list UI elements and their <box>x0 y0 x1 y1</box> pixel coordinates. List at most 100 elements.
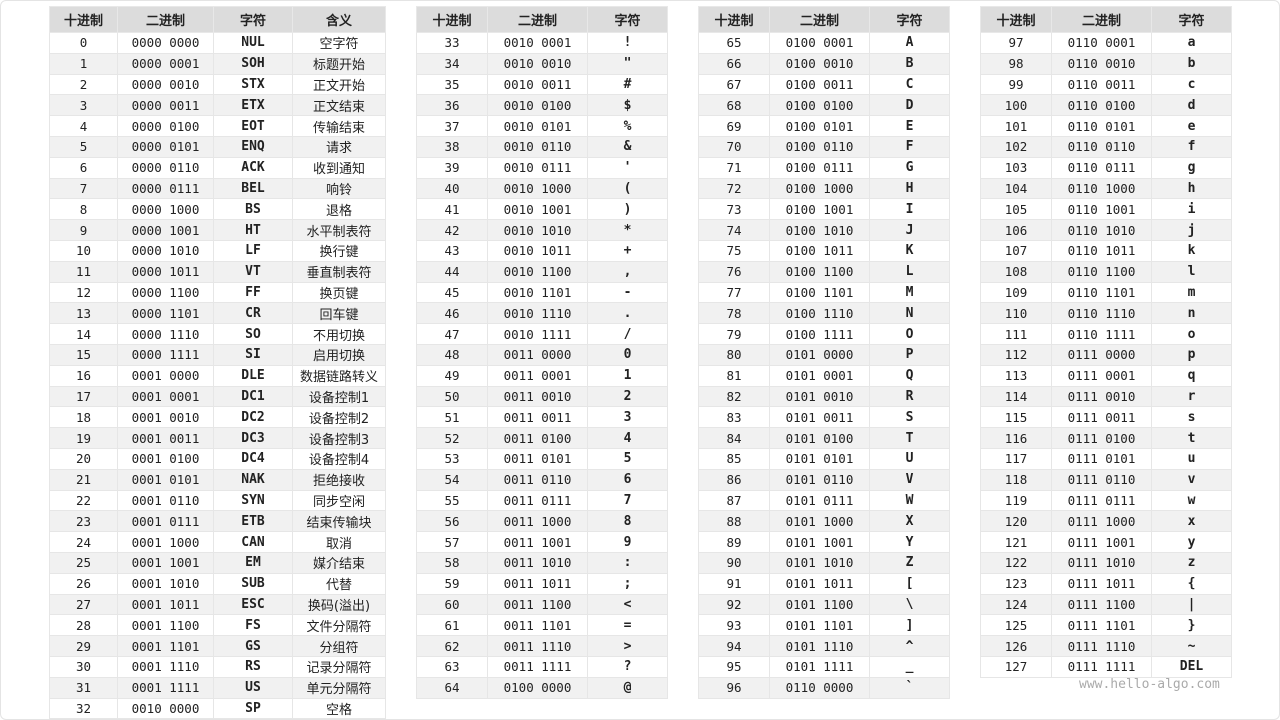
table-cell: 20 <box>49 447 118 470</box>
table-cell: 50 <box>416 385 488 408</box>
table-cell: 26 <box>49 572 118 595</box>
table-cell: ESC <box>213 593 293 616</box>
table-row: 40 0010 1000( <box>416 177 668 200</box>
table-cell: 0000 0000 <box>117 32 214 54</box>
table-row: 31 0001 1111 US 单元分隔符 <box>49 676 386 699</box>
table-row: 98 0110 0010 b <box>980 52 1232 75</box>
table-row: 33 0010 0001! <box>416 32 668 54</box>
table-row: 84 0101 0100 T <box>698 427 950 449</box>
table-cell: b <box>1151 52 1232 75</box>
table-cell: SP <box>213 697 293 719</box>
table-cell: SUB <box>213 572 293 595</box>
table-cell: P <box>869 343 950 366</box>
table-row: 54 0011 0110 6 <box>416 468 668 491</box>
table-cell: # <box>587 73 668 96</box>
table-row: 70 0100 0110 F <box>698 135 950 158</box>
table-row: 122 0111 1010 z <box>980 551 1232 574</box>
table-cell: 0110 0010 <box>1051 52 1152 75</box>
table-cell: DC2 <box>213 406 293 429</box>
table-cell: 记录分隔符 <box>292 655 386 678</box>
table-cell: 0010 0000 <box>117 697 214 719</box>
table-row: 51 0011 0011 3 <box>416 406 668 429</box>
table-cell: 设备控制2 <box>292 406 386 429</box>
table-cell: 30 <box>49 655 118 678</box>
table-cell: 0100 1000 <box>769 177 870 200</box>
table-row: 37 0010 0101% <box>416 115 668 137</box>
table-row: 2 0000 0010 STX 正文开始 <box>49 73 386 96</box>
table-cell: 0010 1011 <box>487 239 588 262</box>
table-row: 26 0001 1010 SUB 代替 <box>49 572 386 595</box>
table-row: 97 0110 0001 a <box>980 32 1232 54</box>
table-cell: 0101 0010 <box>769 385 870 408</box>
table-head: 十进制 二进制 字符 <box>980 6 1232 33</box>
table-cell: g <box>1151 156 1232 179</box>
table-cell: 80 <box>698 343 770 366</box>
table-cell: 105 <box>980 198 1052 221</box>
table-cell: 0001 0100 <box>117 447 214 470</box>
table-cell: 44 <box>416 260 488 283</box>
table-cell: ETB <box>213 510 293 533</box>
table-cell: 48 <box>416 343 488 366</box>
table-row: 34 0010 0010 " <box>416 52 668 75</box>
table-cell: % <box>587 115 668 137</box>
ascii-table: 十进制 二进制 字符 33 0010 0001! 34 0010 0010 " 35 0010 0… <box>416 6 668 699</box>
table-cell: 0001 0110 <box>117 489 214 512</box>
table-cell: 33 <box>416 32 488 54</box>
table-cell: 0000 0101 <box>117 135 214 158</box>
table-cell: 19 <box>49 427 118 449</box>
table-cell: 0010 1111 <box>487 323 588 345</box>
table-cell: } <box>1151 614 1232 637</box>
table-cell: l <box>1151 260 1232 283</box>
table-cell: 103 <box>980 156 1052 179</box>
table-cell: A <box>869 32 950 54</box>
table-row: 104 0110 1000 h <box>980 177 1232 200</box>
table-row: 78 0100 1110 N <box>698 302 950 325</box>
table-cell: 0110 1000 <box>1051 177 1152 200</box>
table-cell: t <box>1151 427 1232 449</box>
column-header: 十进制 <box>416 6 488 33</box>
table-row: 101 0110 0101 e <box>980 115 1232 137</box>
table-cell: 0010 0100 <box>487 94 588 117</box>
table-row: 88 0101 1000 X <box>698 510 950 533</box>
table-cell: 99 <box>980 73 1052 96</box>
table-row: 72 0100 1000 H <box>698 177 950 200</box>
table-cell: 21 <box>49 468 118 491</box>
table-cell: X <box>869 510 950 533</box>
table-row: 121 0111 1001 y <box>980 531 1232 553</box>
table-row: 32 0010 0000 SP 空格 <box>49 697 386 719</box>
table-row: 27 0001 1011 ESC 换码(溢出) <box>49 593 386 616</box>
table-cell: T <box>869 427 950 449</box>
table-cell: 分组符 <box>292 635 386 657</box>
table-row: 39 0010 0111 ' <box>416 156 668 179</box>
table-cell: B <box>869 52 950 75</box>
table-row: 69 0100 0101 E <box>698 115 950 137</box>
table-cell: ? <box>587 655 668 678</box>
table-cell: 0111 0100 <box>1051 427 1152 449</box>
table-cell: 14 <box>49 323 118 345</box>
table-cell: 28 <box>49 614 118 637</box>
table-cell: [ <box>869 572 950 595</box>
table-row: 28 0001 1100 FS 文件分隔符 <box>49 614 386 637</box>
table-cell: 0010 0010 <box>487 52 588 75</box>
table-cell: - <box>587 281 668 304</box>
table-cell: 77 <box>698 281 770 304</box>
table-cell: 4 <box>587 427 668 449</box>
table-row: 55 0011 0111 7 <box>416 489 668 512</box>
table-row: 63 0011 1111? <box>416 655 668 678</box>
table-body: 65 0100 0001 A 66 0100 0010 B 67 0100 0011 C 68 01… <box>698 32 950 699</box>
table-cell: DEL <box>1151 655 1232 678</box>
table-row: 95 0101 1111 _ <box>698 655 950 678</box>
table-head: 十进制 二进制 字符 <box>698 6 950 33</box>
table-cell: LF <box>213 239 293 262</box>
table-cell: 8 <box>49 198 118 221</box>
table-cell: 0111 0101 <box>1051 447 1152 470</box>
table-cell: 0111 1010 <box>1051 551 1152 574</box>
table-cell: 0011 0100 <box>487 427 588 449</box>
table-row: 87 0101 0111 W <box>698 489 950 512</box>
table-cell: p <box>1151 343 1232 366</box>
table-row: 45 0010 1101- <box>416 281 668 304</box>
table-cell: 结束传输块 <box>292 510 386 533</box>
table-row: 18 0001 0010 DC2 设备控制2 <box>49 406 386 429</box>
table-row: 94 0101 1110 ^ <box>698 635 950 657</box>
ascii-table: 十进制 二进制 字符 含义 0 0000 0000 NUL 空字符 1 0000 0001 SOH 标… <box>49 6 386 719</box>
